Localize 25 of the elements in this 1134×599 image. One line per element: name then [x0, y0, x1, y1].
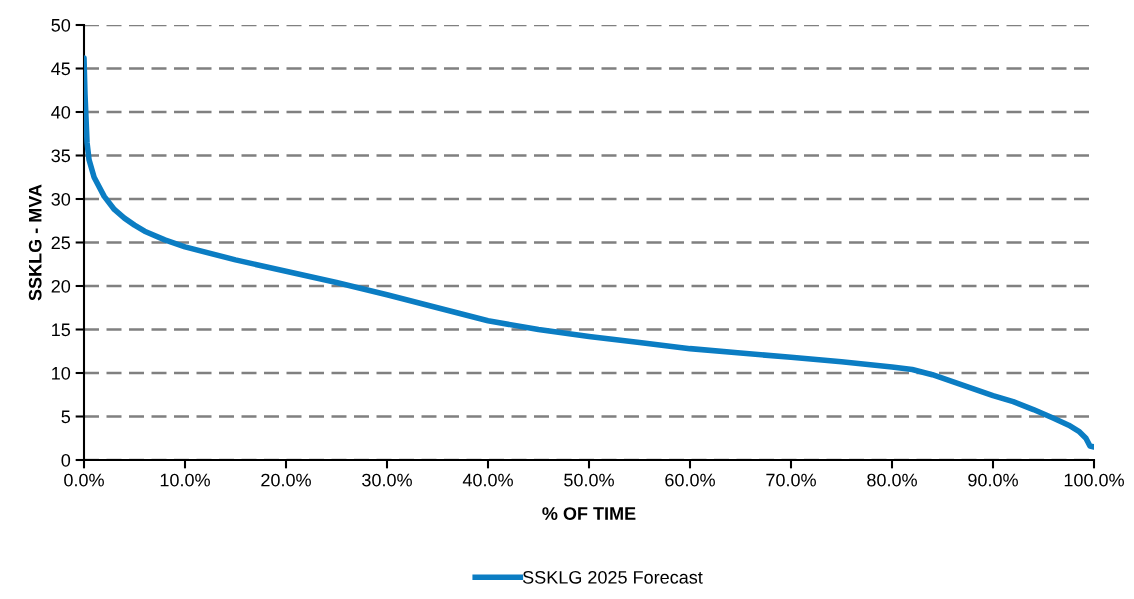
x-tick-label: 80.0%	[867, 473, 917, 487]
legend-label: SSKLG 2025 Forecast	[522, 570, 703, 584]
y-tick-label: 25	[51, 236, 71, 250]
x-tick-label: 20.0%	[261, 473, 311, 487]
x-tick-label: 30.0%	[362, 473, 412, 487]
x-tick-label: 50.0%	[564, 473, 614, 487]
x-tick-label: 60.0%	[665, 473, 715, 487]
y-tick-label: 20	[51, 279, 71, 293]
y-tick-label: 30	[51, 192, 71, 206]
x-tick-label: 40.0%	[462, 473, 513, 487]
y-tick-label: 45	[51, 62, 71, 76]
y-tick-label: 0	[61, 453, 71, 467]
y-axis-title: SSKLG - MVA	[28, 184, 42, 301]
x-tick-label: 70.0%	[766, 473, 816, 487]
y-tick-label: 5	[61, 410, 71, 424]
y-tick-label: 50	[51, 18, 71, 32]
x-tick-label: 10.0%	[160, 473, 210, 487]
y-tick-label: 40	[51, 105, 71, 119]
x-tick-label: 0.0%	[64, 473, 104, 487]
x-tick-label: 90.0%	[968, 473, 1018, 487]
y-tick-label: 35	[51, 149, 71, 163]
y-tick-label: 15	[52, 323, 71, 337]
y-tick-label: 10	[52, 366, 71, 380]
x-axis-title: % OF TIME	[542, 507, 636, 520]
x-tick-label: 100.0%	[1064, 473, 1124, 487]
